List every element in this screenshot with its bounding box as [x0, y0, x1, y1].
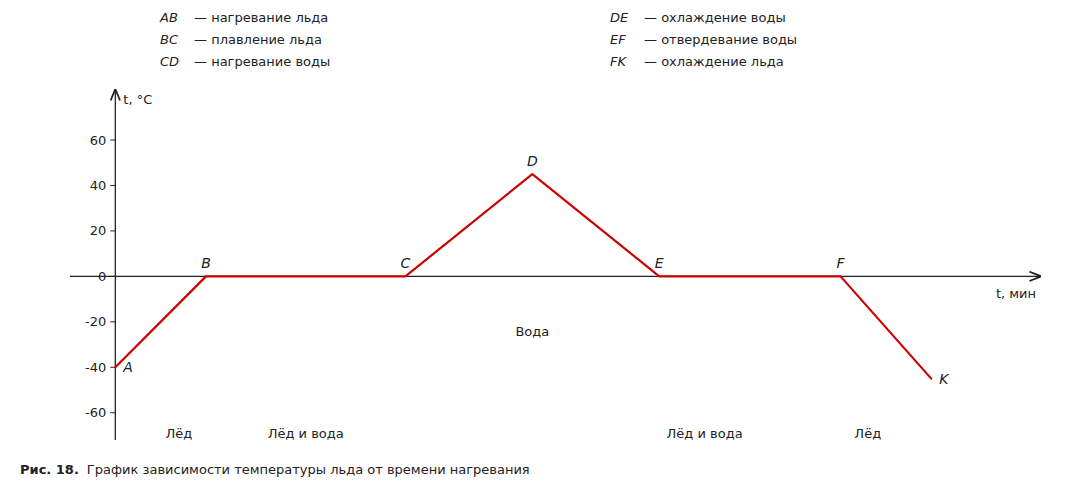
y-tick: [110, 230, 115, 231]
point-label: D: [527, 153, 538, 169]
legend-label: DE: [610, 10, 629, 25]
point-label: K: [939, 371, 950, 387]
y-tick-label: 0: [98, 269, 106, 284]
caption-title: Рис. 18.: [20, 462, 79, 477]
legend-label: BC: [160, 32, 179, 47]
legend-label: EF: [610, 32, 626, 47]
legend-label: CD: [160, 54, 179, 69]
y-tick-label: -40: [85, 360, 106, 375]
caption-text: График зависимости температуры льда от в…: [87, 462, 530, 477]
point-label: B: [201, 255, 211, 271]
y-tick-label: -20: [85, 314, 106, 329]
point-label: E: [655, 255, 664, 271]
point-label: F: [837, 255, 846, 271]
chart: -60-40-200204060t, °Ct, минABCDEFKЛёдЛёд…: [0, 0, 1069, 487]
x-axis-label: t, мин: [996, 286, 1036, 301]
point-label: A: [122, 359, 133, 375]
legend-label: FK: [610, 54, 627, 69]
legend-text: — нагревание льда: [194, 10, 328, 25]
y-tick-label: 40: [90, 178, 107, 193]
y-axis-label: t, °C: [123, 92, 152, 107]
y-tick: [110, 140, 115, 141]
region-label: Вода: [515, 324, 549, 339]
plot-area: [115, 174, 931, 379]
y-tick: [110, 412, 115, 413]
y-tick-label: 20: [90, 223, 107, 238]
legend-text: — плавление льда: [194, 32, 322, 47]
region-label: Лёд: [165, 426, 192, 441]
legend-text: — отвердевание воды: [644, 32, 797, 47]
region-label: Лёд и вода: [667, 426, 743, 441]
line: [115, 174, 931, 379]
caption: Рис. 18. График зависимости температуры л…: [20, 462, 530, 477]
legend-label: AB: [159, 10, 178, 25]
y-axis: [115, 90, 116, 440]
point-label: C: [401, 255, 411, 271]
y-tick: [110, 185, 115, 186]
y-tick-label: 60: [90, 133, 107, 148]
region-label: Лёд и вода: [268, 426, 344, 441]
y-tick-label: -60: [85, 405, 106, 420]
legend-text: — охлаждение воды: [644, 10, 786, 25]
y-tick: [110, 321, 115, 322]
legend-text: — нагревание воды: [194, 54, 330, 69]
region-label: Лёд: [854, 426, 881, 441]
legend-text: — охлаждение льда: [644, 54, 784, 69]
y-tick: [110, 276, 115, 277]
